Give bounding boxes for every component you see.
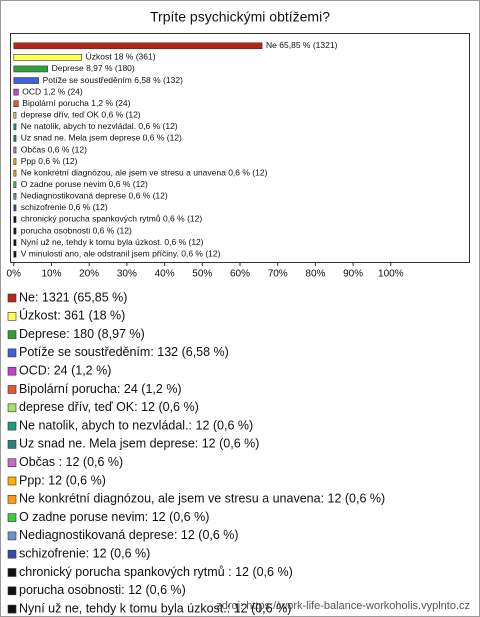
x-tick-label: 50%	[192, 269, 212, 280]
legend-label: Občas : 12 (0,6 %)	[19, 455, 123, 469]
bar-label: Ne konkrétní diagnózou, ale jsem ve stre…	[21, 167, 268, 177]
bar-label: Nediagnostikovaná deprese 0,6 % (12)	[21, 191, 168, 201]
bar	[13, 88, 19, 96]
plot-area	[10, 33, 470, 263]
bar-label: Bipolární porucha 1,2 % (24)	[22, 98, 130, 108]
legend-swatch	[7, 293, 17, 303]
x-tick-label: 10%	[41, 269, 61, 280]
x-tick-label: 0%	[7, 269, 22, 280]
x-tick-label: 60%	[230, 269, 250, 280]
bar-label: V minulosti ano, ale odstranil jsem příč…	[21, 248, 221, 258]
legend-swatch	[7, 604, 17, 614]
source: zdroj: https://work-life-balance-workoho…	[216, 600, 470, 612]
bar	[13, 158, 17, 165]
bar	[13, 100, 19, 107]
legend-swatch	[7, 348, 17, 358]
legend-label: porucha osobnosti: 12 (0,6 %)	[19, 583, 186, 597]
bar	[13, 146, 17, 154]
legend-label: Nediagnostikovaná deprese: 12 (0,6 %)	[19, 528, 239, 542]
legend-label: Uz snad ne. Mela jsem deprese: 12 (0,6 %…	[19, 437, 259, 451]
bar	[13, 250, 17, 258]
legend-swatch	[7, 494, 17, 504]
legend-label: OCD: 24 (1,2 %)	[19, 363, 111, 377]
bar	[13, 181, 17, 189]
bar	[13, 239, 17, 246]
legend-label: Ppp: 12 (0,6 %)	[19, 473, 106, 487]
legend-swatch	[7, 366, 17, 376]
x-tick-label: 30%	[117, 269, 137, 280]
bar-label: Občas 0,6 % (12)	[21, 144, 87, 154]
legend-swatch	[7, 549, 17, 559]
legend-label: Nyní už ne, tehdy k tomu byla úzkost.: 1…	[19, 601, 291, 615]
bar	[13, 135, 17, 142]
legend-swatch	[7, 586, 17, 596]
bar-label: Nyní už ne, tehdy k tomu byla úzkost. 0,…	[21, 237, 204, 247]
legend-swatch	[7, 531, 17, 541]
bar-label: Ne natolik, abych to nezvládal. 0,6 % (1…	[21, 121, 178, 131]
bar	[13, 65, 48, 73]
legend-label: O zadne poruse nevim: 12 (0,6 %)	[19, 510, 209, 524]
legend-swatch	[7, 421, 17, 431]
bar	[13, 42, 263, 50]
bar	[13, 77, 39, 84]
bar	[13, 123, 17, 131]
x-tick-label: 90%	[343, 269, 363, 280]
bar-label: Úzkost 18 % (361)	[86, 52, 156, 62]
bar-label: Uz snad ne. Mela jsem deprese 0,6 % (12)	[21, 133, 182, 143]
bar-label: schizofrenie 0,6 % (12)	[21, 202, 108, 212]
bar	[13, 204, 17, 212]
bar-label: deprese dřív, teď OK 0,6 % (12)	[21, 110, 141, 120]
legend-label: Úzkost: 361 (18 %)	[19, 308, 125, 323]
legend-label: Potíže se soustředěním: 132 (6,58 %)	[19, 345, 229, 359]
bar-label: O zadne poruse nevim 0,6 % (12)	[21, 179, 148, 189]
legend-label: Bipolární porucha: 24 (1,2 %)	[19, 382, 182, 396]
legend-swatch	[7, 513, 17, 522]
bar-label: Deprese 8,97 % (180)	[52, 63, 135, 73]
x-tick-label: 80%	[305, 269, 325, 280]
bar	[13, 227, 17, 235]
legend-label: Ne konkrétní diagnózou, ale jsem ve stre…	[19, 492, 385, 506]
legend-swatch	[7, 568, 17, 577]
legend-swatch	[7, 311, 17, 321]
bar-label: porucha osobnosti 0,6 % (12)	[21, 225, 132, 235]
bar	[13, 54, 82, 61]
x-tick-label: 20%	[79, 269, 99, 280]
bar-label: Ne 65,85 % (1321)	[266, 40, 338, 50]
legend-swatch	[7, 440, 17, 449]
chart-title: Trpíte psychickými obtížemi?	[150, 9, 330, 25]
legend-label: schizofrenie: 12 (0,6 %)	[19, 546, 150, 560]
bar-label: Ppp 0,6 % (12)	[21, 156, 78, 166]
legend-swatch	[7, 330, 17, 339]
bar	[13, 193, 17, 200]
x-tick-label: 70%	[268, 269, 288, 280]
x-tick-label: 100%	[378, 269, 404, 280]
bar-label: chronický porucha spankových rytmů 0,6 %…	[21, 214, 203, 224]
legend-swatch	[7, 385, 17, 394]
bar-label: Potíže se soustředěním 6,58 % (132)	[43, 75, 183, 85]
legend-label: deprese dřív, teď OK: 12 (0,6 %)	[19, 400, 199, 414]
legend-swatch	[7, 458, 17, 468]
bar	[13, 169, 17, 177]
bar-label: OCD 1,2 % (24)	[22, 86, 83, 96]
bar	[13, 111, 17, 119]
bar	[13, 216, 17, 223]
x-tick-label: 40%	[155, 269, 175, 280]
legend-label: chronický porucha spankových rytmů : 12 …	[19, 565, 293, 579]
legend-label: Ne natolik, abych to nezvládal.: 12 (0,6…	[19, 418, 253, 432]
legend-label: Ne: 1321 (65,85 %)	[19, 290, 127, 304]
legend-swatch	[7, 476, 17, 486]
legend-swatch	[7, 403, 17, 413]
legend-label: Deprese: 180 (8,97 %)	[19, 327, 145, 341]
